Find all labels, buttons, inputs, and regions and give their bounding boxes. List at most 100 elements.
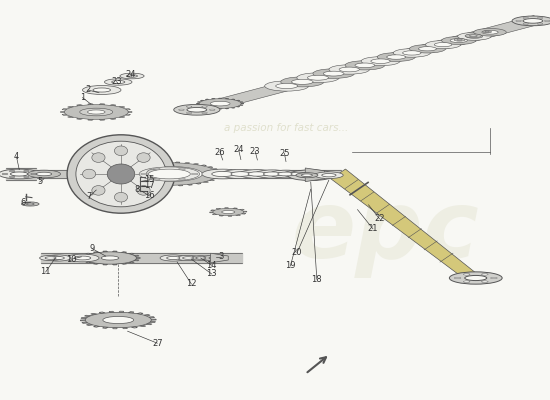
Polygon shape [168, 185, 173, 186]
Polygon shape [217, 175, 221, 176]
Text: 19: 19 [285, 262, 296, 270]
Ellipse shape [482, 274, 488, 275]
Polygon shape [212, 98, 215, 99]
Ellipse shape [26, 203, 34, 205]
Ellipse shape [199, 99, 241, 108]
Polygon shape [175, 162, 180, 163]
Ellipse shape [45, 257, 56, 259]
Ellipse shape [36, 172, 52, 176]
Polygon shape [166, 162, 170, 163]
Ellipse shape [213, 208, 244, 216]
Ellipse shape [465, 276, 487, 280]
Ellipse shape [537, 17, 543, 19]
Text: 14: 14 [206, 261, 217, 270]
Polygon shape [103, 264, 108, 265]
Ellipse shape [160, 255, 186, 261]
Ellipse shape [470, 35, 477, 37]
Ellipse shape [409, 44, 446, 53]
Ellipse shape [2, 173, 8, 175]
Text: 17: 17 [144, 182, 155, 190]
Ellipse shape [82, 109, 110, 115]
Text: 20: 20 [292, 248, 302, 257]
Ellipse shape [361, 57, 400, 66]
Ellipse shape [280, 77, 324, 87]
Ellipse shape [107, 164, 135, 184]
Text: 21: 21 [367, 224, 378, 233]
Polygon shape [60, 111, 64, 113]
Polygon shape [209, 180, 214, 181]
Ellipse shape [202, 106, 207, 107]
Ellipse shape [0, 169, 40, 179]
Ellipse shape [329, 65, 370, 74]
Polygon shape [94, 326, 100, 327]
Ellipse shape [537, 23, 543, 24]
Ellipse shape [10, 172, 28, 176]
Ellipse shape [434, 42, 452, 47]
Text: 27: 27 [152, 339, 163, 348]
Ellipse shape [231, 172, 251, 176]
Polygon shape [225, 108, 229, 109]
Ellipse shape [136, 166, 202, 182]
Polygon shape [94, 252, 99, 253]
Ellipse shape [146, 169, 160, 179]
Polygon shape [86, 262, 91, 263]
Ellipse shape [28, 170, 60, 178]
Ellipse shape [183, 257, 194, 259]
Polygon shape [99, 104, 104, 105]
Polygon shape [91, 313, 97, 315]
Polygon shape [94, 263, 99, 264]
Polygon shape [112, 251, 117, 252]
Polygon shape [212, 214, 217, 215]
Ellipse shape [103, 316, 134, 324]
Polygon shape [201, 165, 206, 166]
Text: 23: 23 [250, 147, 261, 156]
Text: 15: 15 [144, 176, 155, 184]
Text: 12: 12 [186, 280, 197, 288]
Ellipse shape [263, 172, 281, 176]
Polygon shape [241, 213, 246, 214]
Ellipse shape [76, 141, 166, 207]
Polygon shape [125, 109, 130, 110]
Ellipse shape [209, 257, 220, 259]
Ellipse shape [186, 112, 192, 114]
Polygon shape [103, 251, 108, 252]
Polygon shape [146, 323, 152, 325]
Polygon shape [207, 167, 213, 168]
Ellipse shape [483, 31, 492, 33]
Text: 11: 11 [40, 268, 51, 276]
Ellipse shape [339, 67, 359, 72]
Ellipse shape [457, 39, 463, 40]
Polygon shape [239, 105, 243, 106]
Ellipse shape [288, 173, 334, 177]
Text: 8: 8 [135, 185, 140, 194]
Ellipse shape [449, 272, 502, 284]
Polygon shape [205, 99, 209, 100]
Polygon shape [131, 326, 138, 328]
Polygon shape [184, 162, 190, 164]
Ellipse shape [191, 173, 198, 175]
Polygon shape [212, 108, 215, 109]
Text: 6: 6 [20, 198, 26, 207]
Text: 1: 1 [80, 93, 85, 102]
Text: 4: 4 [14, 152, 19, 161]
Text: 24: 24 [233, 146, 244, 154]
Polygon shape [128, 111, 132, 113]
Ellipse shape [523, 23, 529, 24]
Ellipse shape [121, 163, 218, 185]
Ellipse shape [126, 75, 138, 77]
Polygon shape [129, 262, 134, 263]
Ellipse shape [322, 174, 336, 177]
Ellipse shape [82, 86, 121, 94]
Ellipse shape [355, 63, 375, 68]
Ellipse shape [297, 73, 339, 83]
Polygon shape [331, 169, 475, 280]
Ellipse shape [66, 254, 99, 262]
Polygon shape [88, 119, 94, 120]
Polygon shape [214, 178, 219, 179]
Ellipse shape [186, 106, 192, 107]
Polygon shape [146, 163, 152, 164]
Ellipse shape [114, 146, 128, 156]
Ellipse shape [153, 168, 160, 170]
Polygon shape [178, 185, 183, 186]
Ellipse shape [139, 167, 200, 181]
